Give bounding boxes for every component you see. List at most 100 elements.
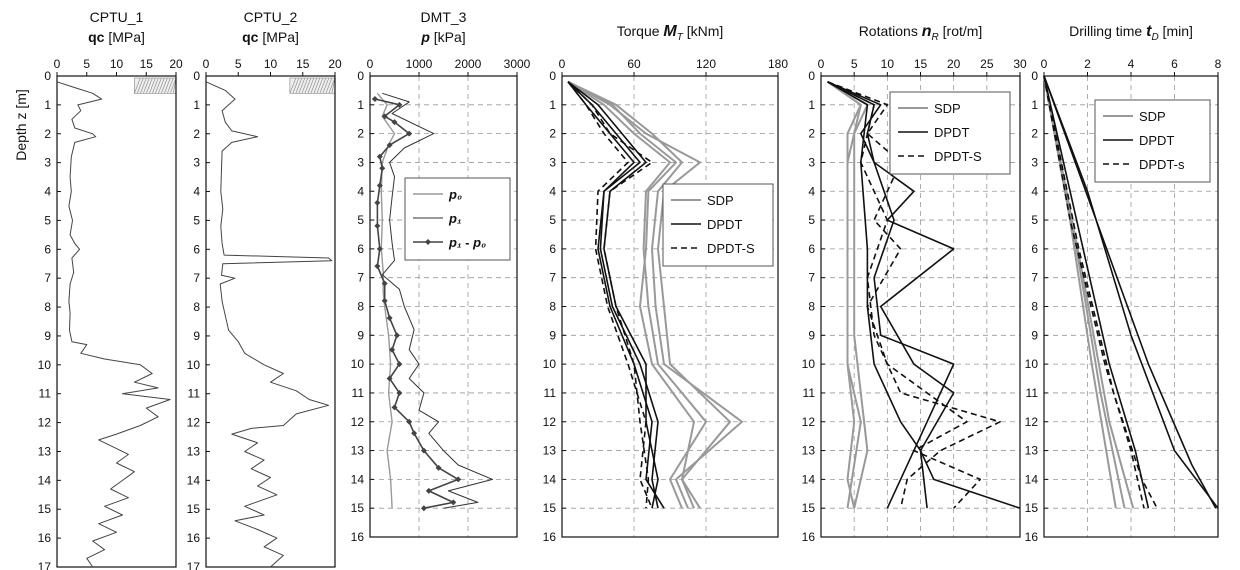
dmt3-ytick-label: 13: [351, 444, 365, 458]
torque-ytick-label: 4: [549, 184, 556, 198]
dmt3-point: [386, 315, 393, 322]
cptu2-ytick-label: 17: [187, 560, 201, 570]
dmt3-point: [376, 245, 383, 252]
dmt3-point: [374, 199, 381, 206]
cptu2-ytick-label: 6: [193, 242, 200, 256]
dmt3-point: [386, 142, 393, 149]
cptu1-ytick-label: 9: [44, 329, 51, 343]
torque-series-line-0: [567, 80, 731, 509]
drilling-xtick-label: 4: [1128, 57, 1135, 71]
rotations-series-line-4: [827, 81, 955, 509]
rotations-xtick-label: 10: [881, 57, 895, 71]
cptu2-title: CPTU_2: [244, 9, 298, 25]
rotations-ytick-label: 10: [802, 357, 816, 371]
drilling-series-line-4: [1043, 75, 1217, 509]
torque-series-line-8: [567, 81, 653, 509]
dmt3-point: [406, 418, 413, 425]
cptu2-ytick-label: 4: [193, 185, 200, 199]
cptu2-xtick-label: 10: [264, 57, 278, 71]
dmt3-legend: [404, 177, 511, 261]
dmt3-series-line-1: [381, 92, 493, 509]
rotations-ytick-label: 2: [808, 127, 815, 141]
dmt3-ytick-label: 5: [357, 213, 364, 227]
rotations-ytick-label: 0: [808, 69, 815, 83]
torque-series-line-3: [567, 80, 701, 509]
cptu2-hatch-line: [322, 77, 330, 94]
cptu2-hatch-line: [316, 77, 324, 94]
dmt3-ytick-label: 1: [357, 98, 364, 112]
rotations-series-line-6: [827, 81, 982, 509]
cptu2-ytick-label: 0: [193, 69, 200, 83]
cptu2-hatch-line: [289, 77, 297, 94]
rotations-xtick-label: 20: [947, 57, 961, 71]
rotations-ytick-label: 8: [808, 300, 815, 314]
torque-series-line-6: [567, 81, 659, 509]
drilling-series-line-3: [1043, 75, 1219, 509]
rotations-ytick-label: 16: [802, 530, 816, 544]
cptu1-hatch-line: [137, 77, 144, 94]
dmt3-point: [391, 404, 398, 411]
torque-ytick-label: 12: [543, 415, 557, 429]
drilling-xtick-label: 8: [1215, 57, 1222, 71]
torque-ytick-label: 1: [549, 98, 556, 112]
dmt3-xtick-label: 1000: [406, 57, 433, 71]
dmt3-legend-label: p₁: [448, 211, 462, 226]
torque-series-line-2: [567, 80, 707, 509]
torque-ytick-label: 15: [543, 501, 557, 515]
cptu1-ytick-label: 0: [44, 69, 51, 83]
dmt3-point: [396, 361, 403, 368]
dmt3-point: [411, 430, 418, 437]
torque-legend-label: DPDT-S: [707, 241, 755, 256]
dmt3-xlabel: p [kPa]: [420, 29, 465, 45]
torque-ytick-label: 6: [549, 242, 556, 256]
cptu2-ytick-label: 15: [187, 502, 201, 516]
dmt3-ytick-label: 4: [357, 184, 364, 198]
drilling-ytick-label: 9: [1031, 328, 1038, 342]
torque-series-line-7: [567, 81, 653, 509]
drilling-legend-label: DPDT: [1139, 133, 1174, 148]
rotations-ytick-label: 11: [803, 386, 816, 400]
cptu1-title: CPTU_1: [90, 9, 144, 25]
cptu2-ytick-label: 12: [187, 416, 201, 430]
rotations-title: Rotations nR [rot/m]: [859, 23, 983, 43]
cptu2-xtick-label: 5: [235, 57, 242, 71]
dmt3-xtick-label: 2000: [455, 57, 482, 71]
drilling-ytick-label: 5: [1031, 213, 1038, 227]
dmt3-point: [396, 389, 403, 396]
cptu1-hatch-line: [164, 77, 171, 94]
cptu1-hatch-line: [152, 77, 159, 94]
dmt3-ytick-label: 11: [352, 386, 365, 400]
dmt3-point: [381, 297, 388, 304]
drilling-legend: [1094, 99, 1211, 183]
dmt3-ytick-label: 6: [357, 242, 364, 256]
drilling-ytick-label: 1: [1031, 98, 1038, 112]
cptu1-ytick-label: 17: [38, 560, 52, 570]
torque-xtick-label: 180: [768, 57, 788, 71]
dmt3-ytick-label: 16: [351, 530, 365, 544]
cptu2-xtick-label: 20: [328, 57, 342, 71]
cptu1-ytick-label: 3: [44, 156, 51, 170]
cptu2-hatch-line: [292, 77, 300, 94]
cptu2-ytick-label: 14: [187, 473, 201, 487]
cptu2-hatch-line: [304, 77, 312, 94]
rotations-ytick-label: 6: [808, 242, 815, 256]
cptu2-frame: [205, 75, 336, 568]
cptu1-ytick-label: 7: [44, 271, 51, 285]
dmt3-point: [389, 346, 396, 353]
dmt3-point: [374, 263, 381, 270]
rotations-legend: [889, 91, 1011, 175]
cptu2-hatch-line: [325, 77, 333, 94]
cptu2-ytick-label: 2: [193, 127, 200, 141]
torque-panel: Torque MT [kNm]0 60 120 1800123456789101112…: [543, 23, 789, 544]
torque-legend: [662, 183, 774, 267]
cptu2-series-line-0: [205, 81, 333, 568]
cptu2-hatch-line: [307, 77, 315, 94]
cptu1-panel: CPTU_1qc [MPa]0 5 10 15 20012345678910111213…: [38, 9, 183, 570]
torque-ytick-label: 13: [543, 444, 557, 458]
cptu2-ytick-label: 1: [193, 98, 200, 112]
cptu2-hatch-line: [319, 77, 327, 94]
rotations-ytick-label: 12: [802, 415, 816, 429]
cptu2-hatch-line: [328, 77, 336, 94]
torque-ytick-label: 3: [549, 155, 556, 169]
cptu1-ytick-label: 6: [44, 242, 51, 256]
